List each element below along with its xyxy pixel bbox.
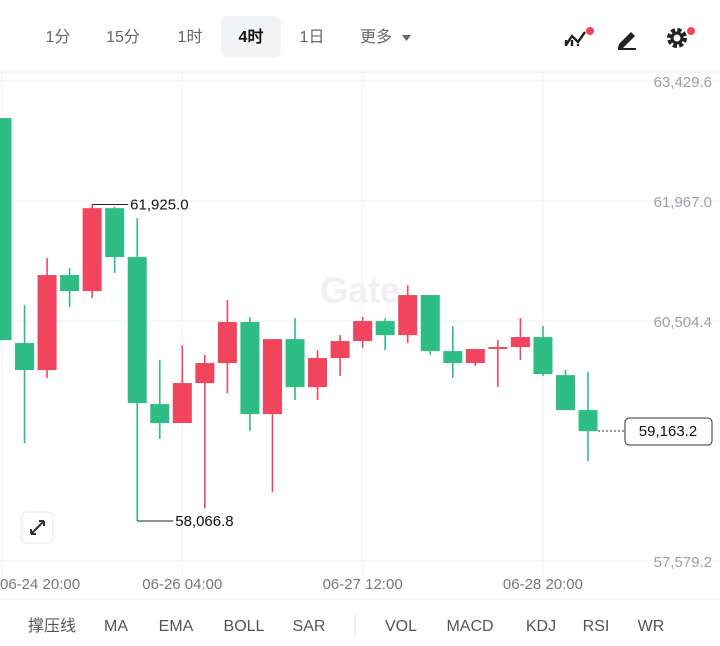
y-tick-label: 61,967.0	[654, 194, 712, 211]
draw-icon[interactable]	[618, 32, 636, 50]
y-tick-label: 60,504.4	[654, 314, 712, 331]
settings-icon[interactable]	[667, 28, 687, 48]
candle-body	[240, 322, 260, 415]
watermark: Gate	[320, 270, 400, 311]
interval-tab[interactable]: 4时	[239, 28, 264, 46]
x-tick-label: 06-27 12:00	[323, 576, 403, 593]
last-price-label: 59,163.2	[639, 423, 697, 440]
candle-body	[105, 208, 125, 258]
annotation-label: 61,925.0	[130, 196, 188, 213]
interval-tab[interactable]: 1时	[178, 28, 203, 46]
candle-body	[217, 322, 237, 364]
indicator-tab[interactable]: SAR	[293, 618, 326, 635]
expand-button[interactable]	[21, 511, 54, 544]
candle-body	[127, 257, 147, 404]
dropdown-arrow	[402, 35, 411, 41]
more-tab[interactable]: 更多	[360, 28, 392, 46]
x-tick-label: 06-24 20:00	[0, 576, 80, 593]
x-tick-label: 06-26 04:00	[142, 576, 222, 593]
candle-body	[465, 349, 485, 364]
candle-body	[510, 337, 530, 348]
candle-body	[353, 321, 373, 342]
candle-body	[15, 343, 35, 371]
badge	[586, 27, 594, 35]
labels: 1分 15分 1时 4时 1日 更多 63,429.6 61,967.0 60,504.4 57,…	[0, 28, 713, 635]
candles	[0, 118, 598, 522]
indicator-tab[interactable]: KDJ	[526, 618, 556, 635]
interval-tab[interactable]: 15分	[106, 28, 140, 46]
y-tick-label: 57,579.2	[654, 554, 712, 571]
candle-body	[488, 347, 508, 350]
x-tick-label: 06-28 20:00	[503, 576, 583, 593]
candle-body	[533, 337, 553, 375]
candle-body	[82, 208, 102, 292]
candle-body	[37, 275, 57, 371]
candle-body	[556, 375, 575, 411]
candle-body	[330, 341, 350, 359]
indicator-tab[interactable]: VOL	[385, 618, 417, 635]
y-tick-label: 63,429.6	[654, 74, 712, 91]
candle-body	[0, 118, 12, 341]
indicator-tab[interactable]: EMA	[159, 618, 194, 635]
candle-body	[375, 321, 395, 336]
active-tab-bg	[221, 16, 281, 57]
indicator-tab[interactable]: MA	[104, 618, 128, 635]
candle-body	[262, 339, 282, 415]
candle-body	[195, 363, 215, 384]
indicator-tab[interactable]: MACD	[446, 618, 493, 635]
candle-body	[578, 410, 598, 432]
candle-body	[420, 295, 440, 352]
candle-body	[308, 358, 328, 388]
candle-body	[398, 295, 418, 336]
indicator-tab[interactable]: WR	[638, 618, 665, 635]
indicator-tab[interactable]: 撑压线	[28, 617, 76, 635]
indicator-icon[interactable]	[564, 31, 586, 46]
indicator-tab[interactable]: BOLL	[224, 618, 265, 635]
indicator-tab[interactable]: RSI	[583, 618, 610, 635]
interval-tab[interactable]: 1日	[300, 29, 325, 46]
badge	[687, 27, 695, 35]
annotation-label: 58,066.8	[175, 513, 233, 530]
candle-body	[60, 275, 80, 292]
candle-body	[285, 339, 305, 388]
candle-body	[150, 404, 170, 424]
candle-body	[172, 383, 192, 424]
interval-tab[interactable]: 1分	[46, 28, 71, 46]
last-price-box	[624, 417, 713, 446]
candle-body	[443, 351, 463, 364]
